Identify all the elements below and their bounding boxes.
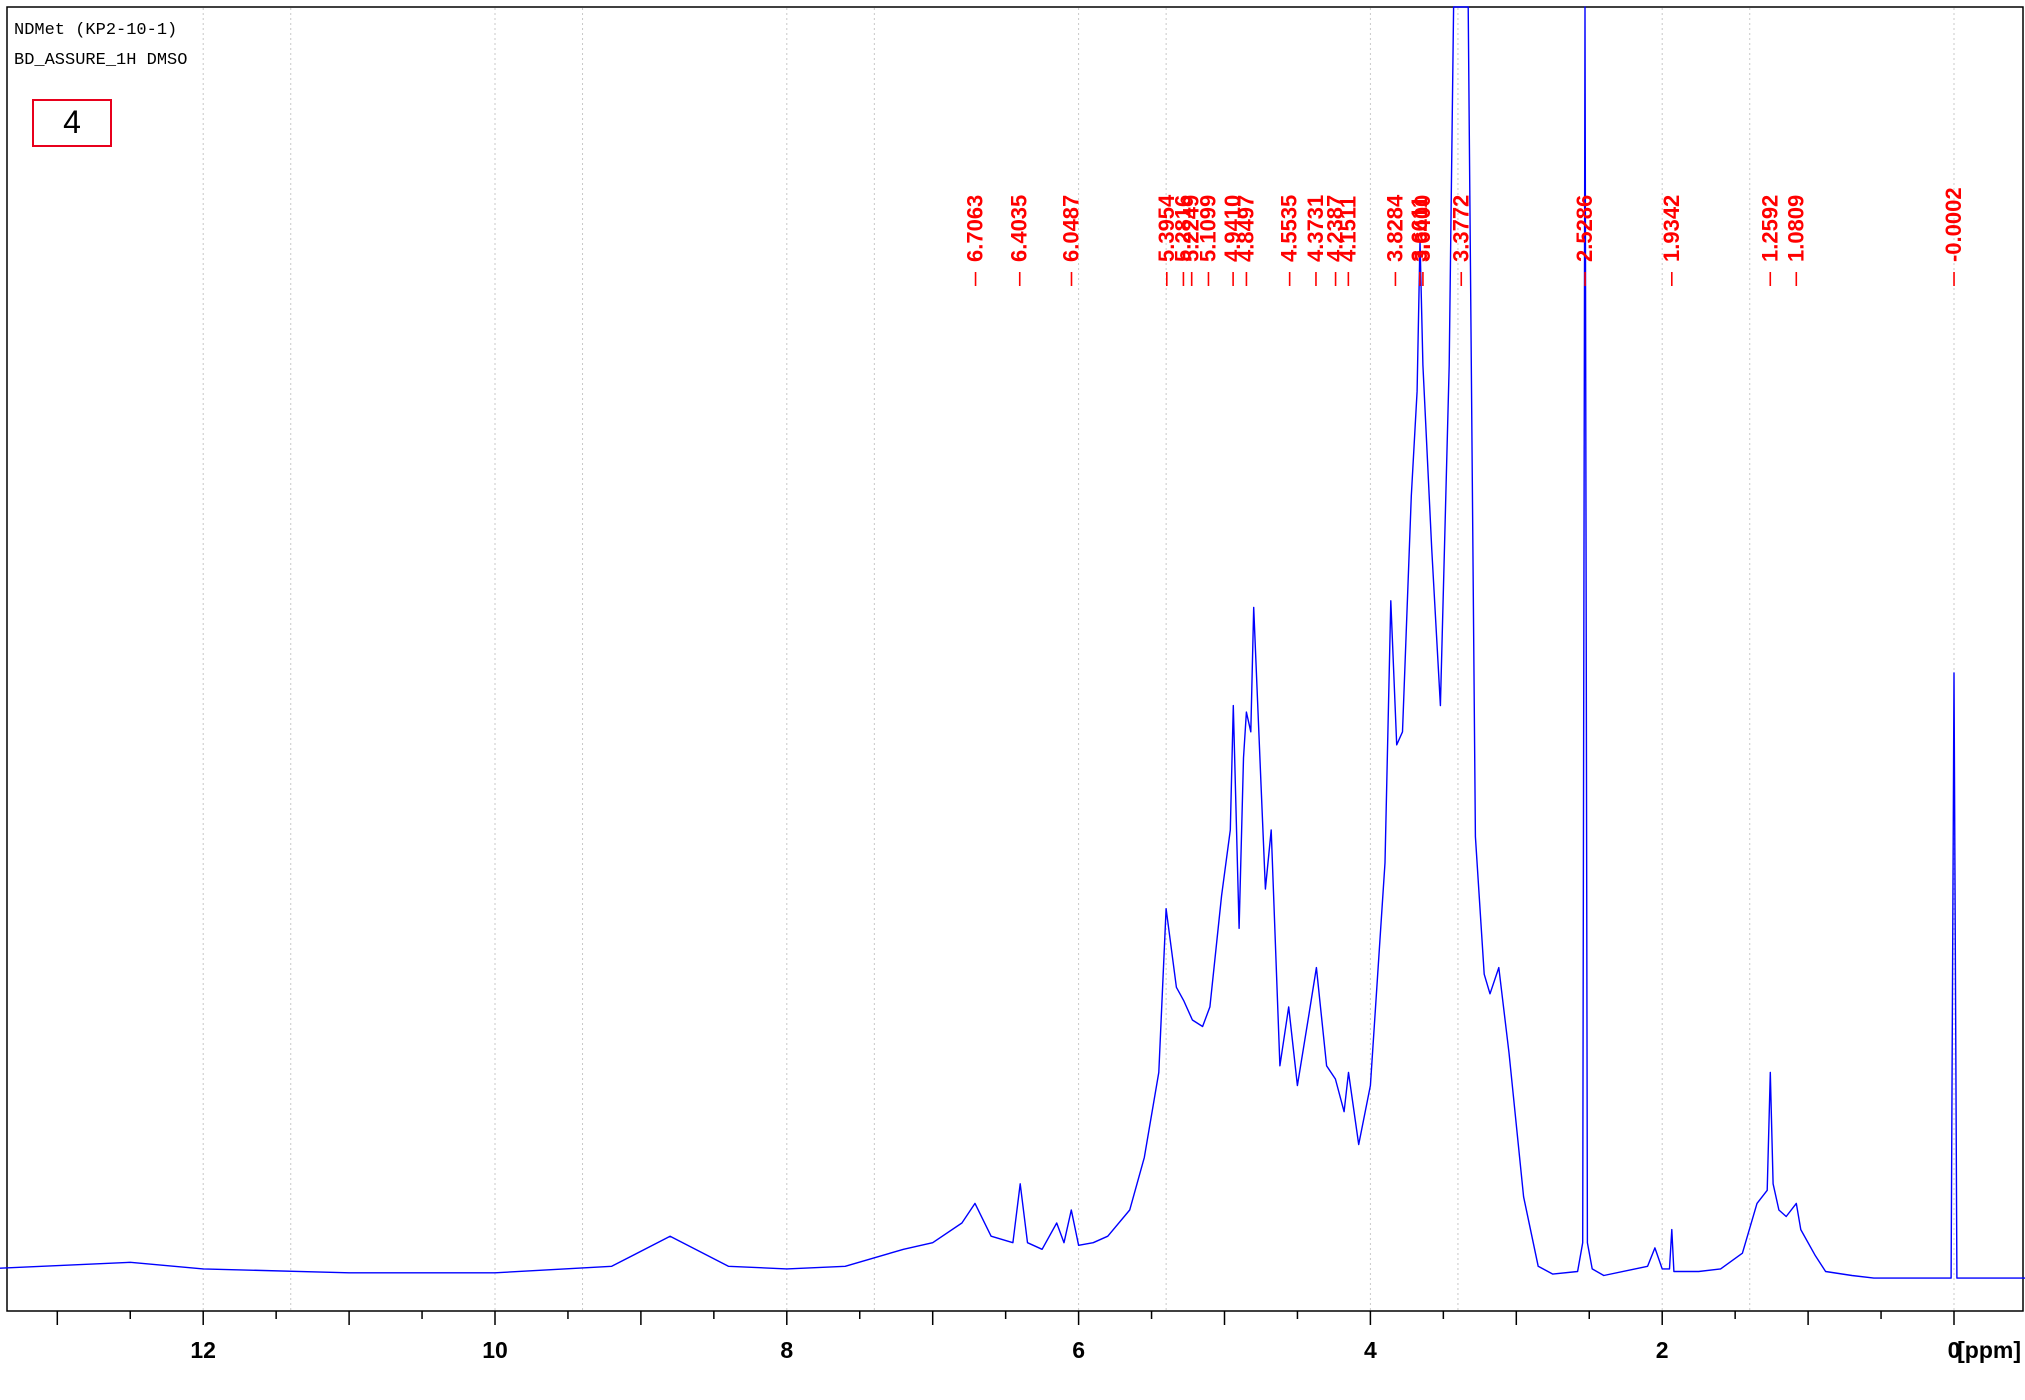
peak-label: 2.5286 xyxy=(1572,195,1597,262)
peak-label: 1.2592 xyxy=(1757,195,1782,262)
peak-label: 4.1511 xyxy=(1335,196,1360,262)
sample-title: NDMet (KP2-10-1) xyxy=(14,21,177,40)
experiment-subtitle: BD_ASSURE_1H DMSO xyxy=(14,51,187,70)
spectrum-line xyxy=(0,6,2025,1279)
peak-label: 1.0809 xyxy=(1783,195,1808,262)
peak-label: -0.0002 xyxy=(1941,187,1966,262)
grid-lines xyxy=(202,8,1955,1310)
x-tick-label: 6 xyxy=(1072,1337,1085,1363)
x-tick-label: 12 xyxy=(190,1337,216,1363)
x-tick-label: 10 xyxy=(482,1337,508,1363)
spectrum-layer xyxy=(0,6,2025,1279)
peak-label: 4.5535 xyxy=(1277,195,1302,262)
x-axis-label: [ppm] xyxy=(1957,1337,2021,1363)
peak-label: 4.3731 xyxy=(1303,195,1328,262)
peak-label: 5.2249 xyxy=(1179,195,1204,262)
x-axis: 12 10 8 6 4 2 0[ppm] xyxy=(56,1311,2021,1363)
peak-label: 6.7063 xyxy=(963,195,988,262)
peak-label: 5.1099 xyxy=(1195,195,1220,262)
peak-label: 5.3954 xyxy=(1154,194,1179,262)
peak-label: 3.6611 xyxy=(1407,196,1432,262)
x-tick-label: 2 xyxy=(1656,1337,1669,1363)
peak-label: 6.4035 xyxy=(1007,195,1032,262)
panel-label-box xyxy=(32,99,112,147)
panel-label: 4 xyxy=(63,104,81,140)
peak-label: 1.9342 xyxy=(1659,195,1684,262)
peak-label: 5.2816 xyxy=(1170,195,1195,262)
x-tick-label: 0 xyxy=(1948,1337,1961,1363)
peak-label: 4.9410 xyxy=(1220,195,1245,262)
peak-label: 3.3772 xyxy=(1448,195,1473,262)
peak-label: 3.6400 xyxy=(1410,195,1435,262)
plot-frame xyxy=(6,6,2024,1312)
x-tick-label: 8 xyxy=(780,1337,793,1363)
peak-label: 3.8284 xyxy=(1382,194,1407,262)
peak-label: 4.2387 xyxy=(1323,195,1348,262)
peak-label: 6.0487 xyxy=(1058,195,1083,262)
peak-label: 4.8497 xyxy=(1233,195,1258,262)
x-tick-label: 4 xyxy=(1364,1337,1377,1363)
peak-labels: 6.7063 6.4035 6.0487 5.39545.28165.22495.10… xyxy=(963,187,1966,286)
